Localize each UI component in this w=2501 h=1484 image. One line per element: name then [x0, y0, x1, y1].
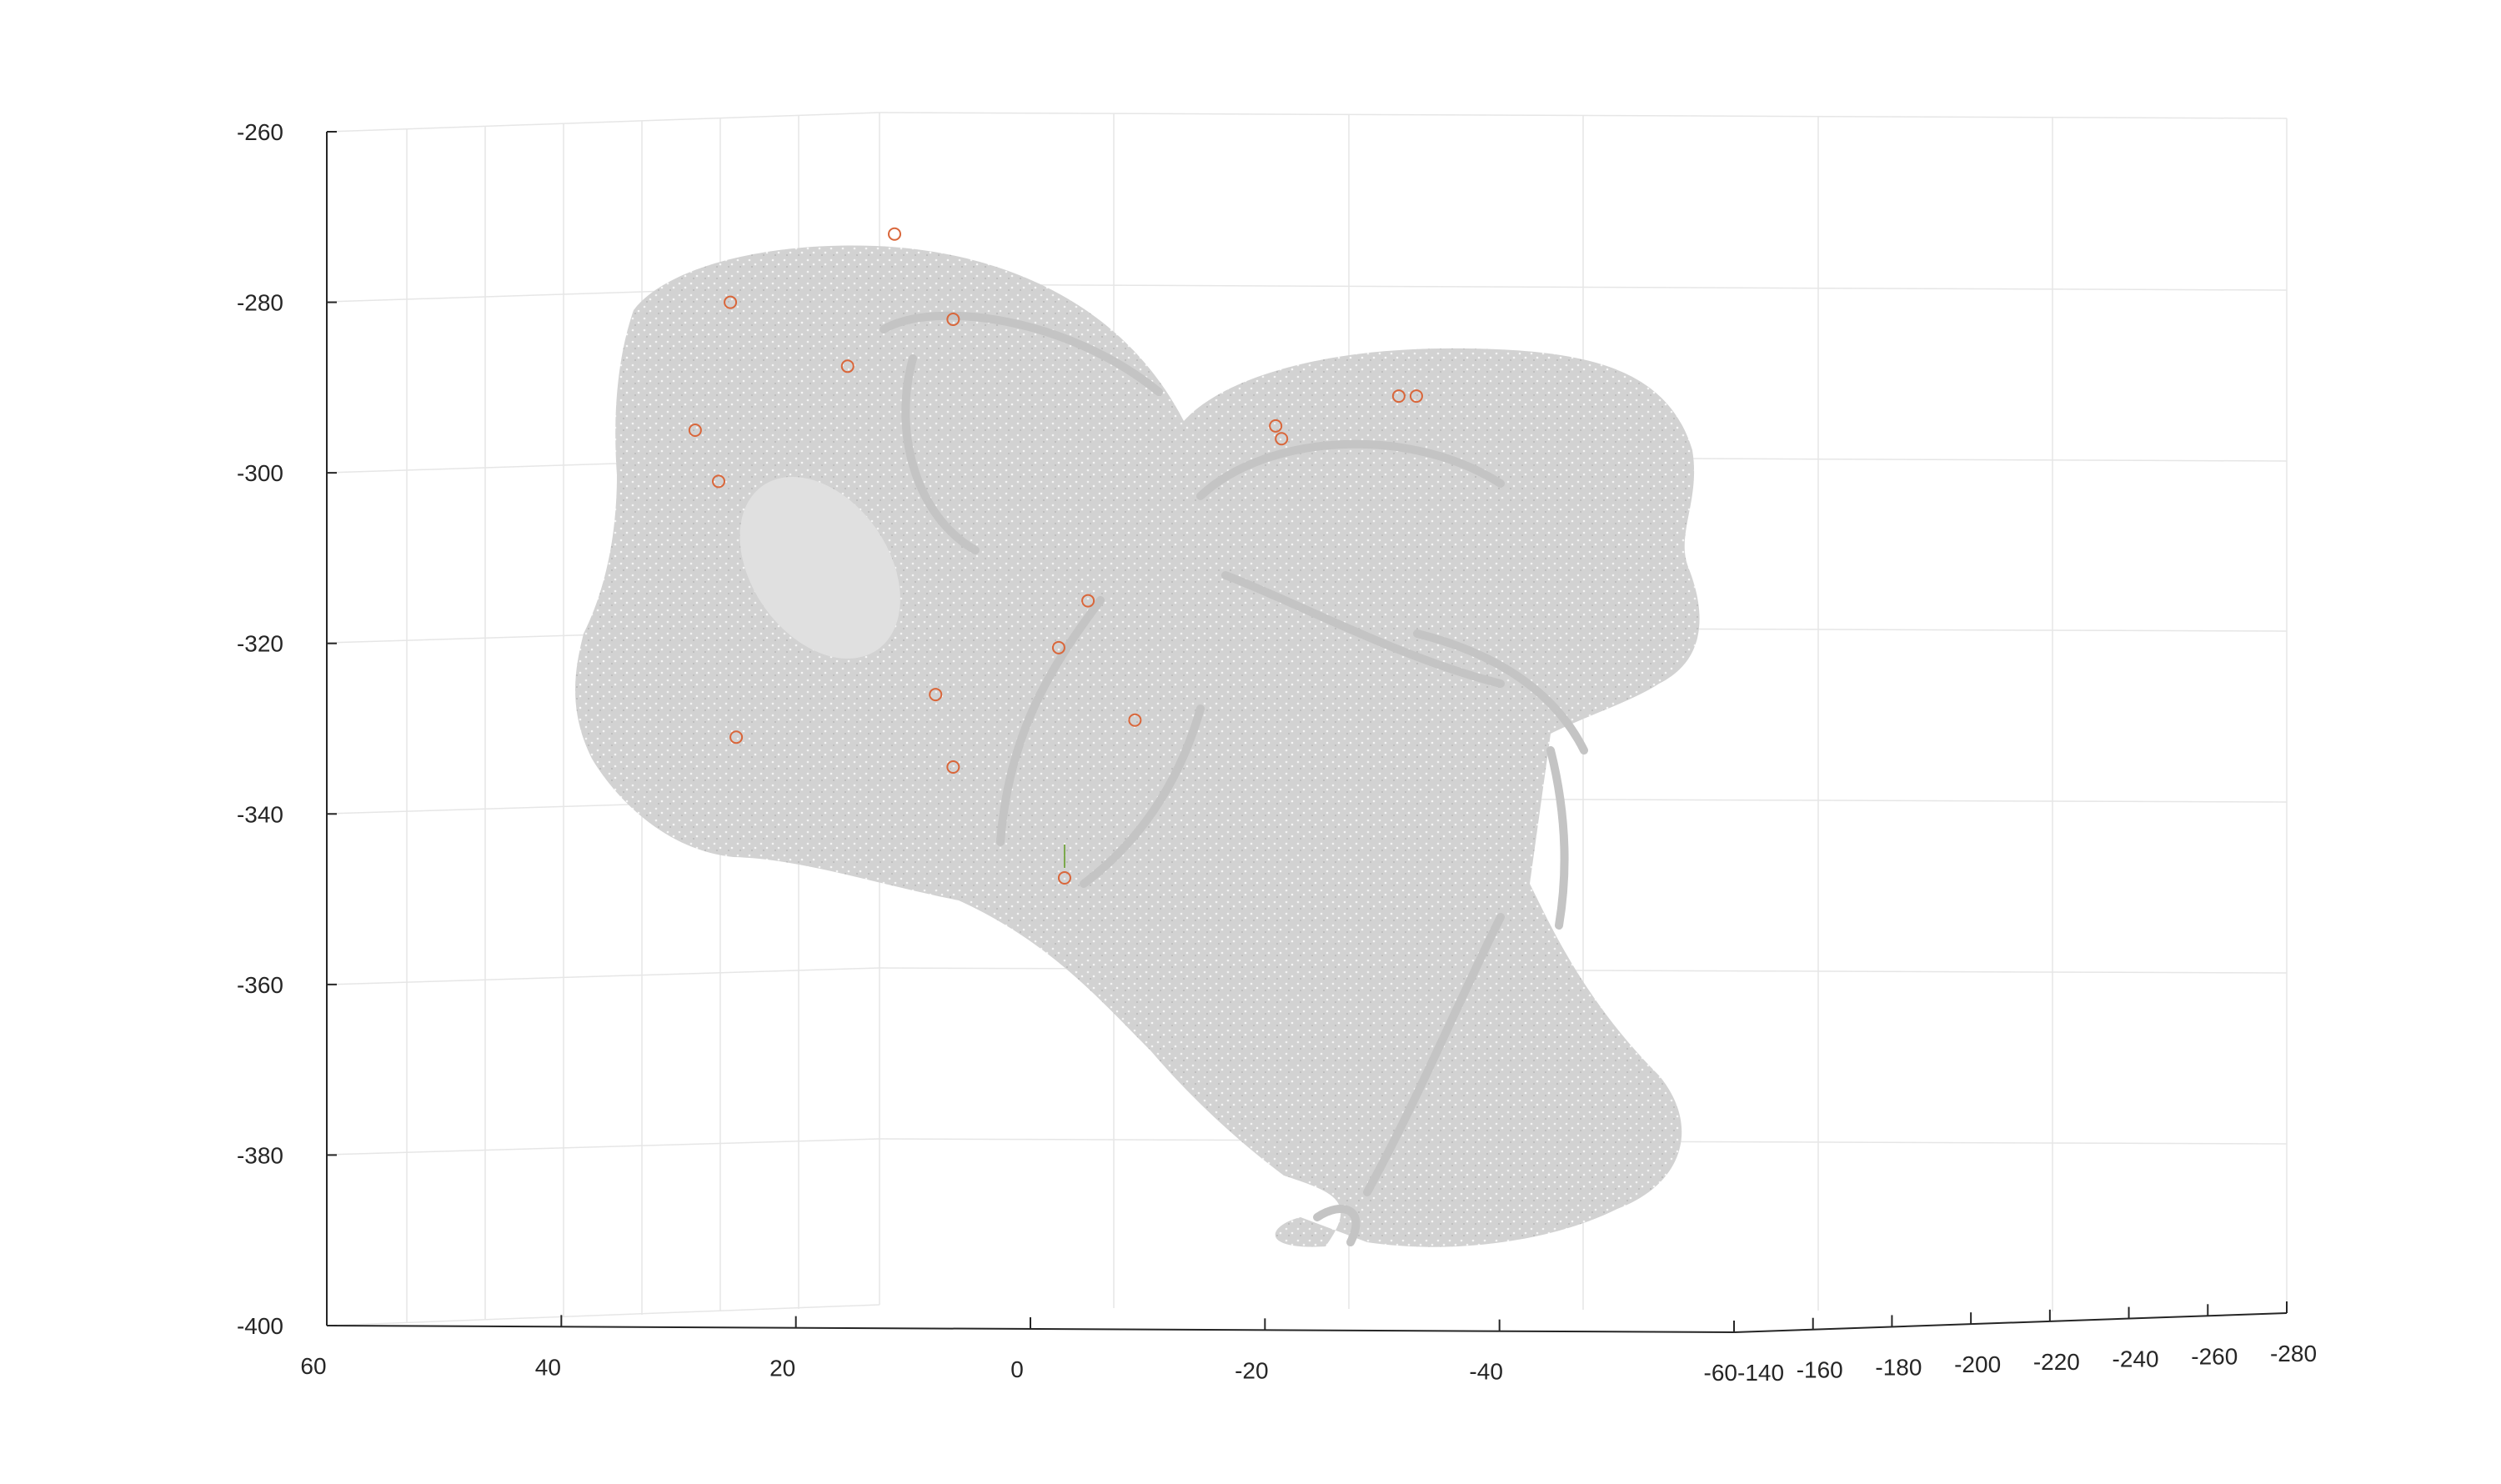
- y-axis-ticks: -140 -160 -180 -200 -220 -240 -260 -280: [1733, 1301, 2317, 1386]
- z-tick-label: -260: [237, 119, 283, 145]
- landmark-point: [1391, 389, 1406, 404]
- landmark-point: [1057, 871, 1071, 885]
- x-tick-label: 0: [1010, 1356, 1024, 1382]
- landmark-point: [729, 730, 744, 745]
- y-axis-line: [1733, 1312, 2288, 1333]
- z-tick-label: -380: [237, 1142, 283, 1168]
- z-tick-label: -320: [237, 631, 283, 657]
- landmark-point: [946, 760, 960, 775]
- z-axis-ticks: -260 -280 -300 -320 -340 -360 -380 -400: [237, 119, 337, 1339]
- x-tick-label: -20: [1235, 1357, 1268, 1383]
- y-tick-label: -180: [1875, 1354, 1922, 1380]
- z-tick-label: -360: [237, 972, 283, 998]
- landmark-point: [1081, 594, 1095, 608]
- y-tick-label: -260: [2191, 1343, 2238, 1369]
- landmark-point: [724, 295, 738, 309]
- landmark-point: [1128, 713, 1142, 727]
- y-tick-label: -280: [2270, 1341, 2317, 1366]
- z-tick-label: -340: [237, 801, 283, 827]
- point-cloud-body: [575, 245, 1700, 1247]
- y-tick-label: -240: [2113, 1346, 2159, 1372]
- x-axis-ticks: 60 40 20 0 -20 -40 -60: [300, 1314, 1737, 1386]
- y-tick-label: -140: [1737, 1360, 1784, 1386]
- landmark-point: [1275, 432, 1289, 446]
- landmark-point: [712, 474, 725, 489]
- x-tick-label: 20: [769, 1356, 795, 1381]
- z-tick-label: -300: [237, 460, 283, 486]
- landmark-point: [1269, 419, 1283, 433]
- x-tick-label: -40: [1469, 1359, 1502, 1385]
- y-tick-label: -200: [1954, 1351, 2001, 1377]
- landmark-point: [840, 359, 855, 374]
- y-tick-label: -220: [2033, 1349, 2080, 1375]
- x-tick-label: 60: [300, 1353, 326, 1379]
- landmark-point: [688, 424, 702, 437]
- landmark-point: [946, 313, 960, 327]
- y-tick-label: -160: [1797, 1357, 1843, 1383]
- landmark-point: [1051, 640, 1065, 654]
- z-tick-label: -280: [237, 290, 283, 316]
- landmark-markers: [688, 227, 1423, 885]
- landmark-point: [888, 227, 901, 241]
- z-tick-label: -400: [237, 1313, 283, 1339]
- landmark-point: [1409, 389, 1423, 404]
- x-tick-label: 40: [535, 1354, 561, 1380]
- landmark-point: [929, 688, 943, 702]
- x-tick-label: -60: [1704, 1360, 1737, 1386]
